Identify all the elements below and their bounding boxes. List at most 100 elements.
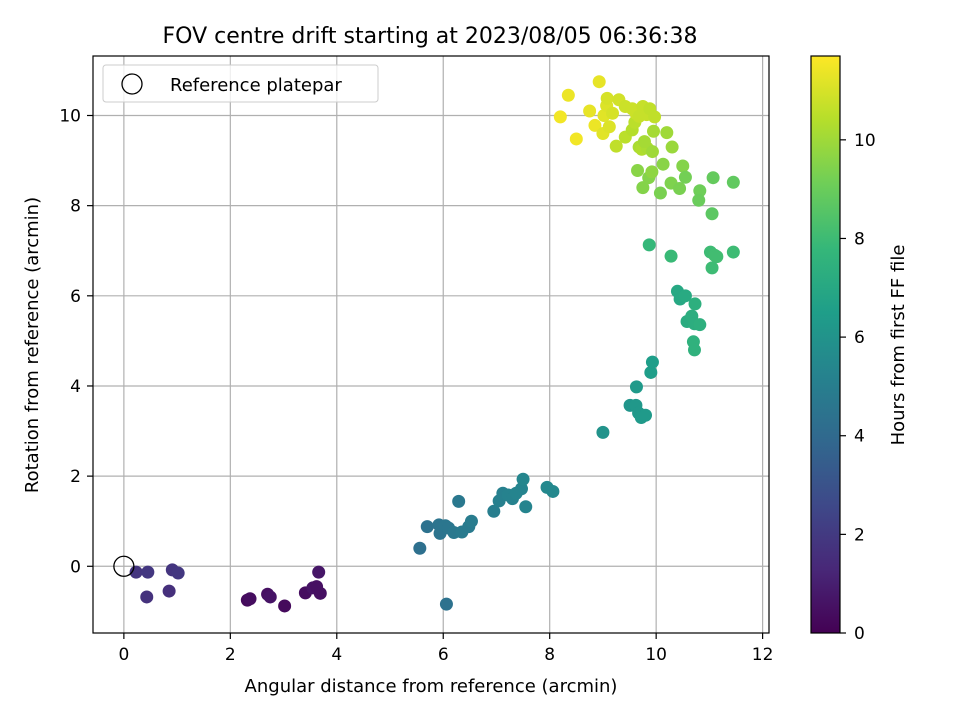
data-point [487, 504, 501, 518]
chart-title: FOV centre drift starting at 2023/08/05 … [163, 24, 698, 49]
y-tick-label: 2 [70, 467, 81, 487]
data-point [312, 565, 326, 579]
data-point [706, 171, 720, 185]
data-point [569, 132, 583, 146]
data-point [673, 182, 687, 196]
legend-entry-label: Reference platepar [170, 75, 342, 96]
data-point [439, 597, 453, 611]
y-tick-label: 8 [70, 197, 81, 217]
data-point [693, 318, 707, 332]
data-point [606, 106, 620, 120]
data-point [648, 110, 662, 124]
y-tick-label: 6 [70, 287, 81, 307]
data-point [710, 250, 724, 264]
data-point [645, 145, 659, 159]
y-tick-label: 0 [70, 557, 81, 577]
colorbar-tick-label: 0 [854, 624, 865, 644]
x-axis-label: Angular distance from reference (arcmin) [245, 676, 618, 697]
colorbar-label: Hours from first FF file [888, 245, 909, 446]
data-point [452, 494, 466, 508]
data-point [678, 170, 692, 184]
data-point [665, 140, 679, 154]
data-point [141, 565, 155, 579]
data-point [636, 181, 650, 195]
data-point [656, 157, 670, 171]
data-point [243, 592, 257, 606]
data-point [645, 355, 659, 369]
data-point [600, 91, 614, 105]
data-point [664, 249, 678, 263]
data-point [660, 126, 674, 140]
data-point [553, 110, 567, 124]
data-point [688, 297, 702, 311]
scatter-points [129, 75, 740, 613]
colorbar-tick-label: 4 [854, 427, 865, 447]
reference-marker [113, 555, 135, 577]
y-tick-label: 10 [59, 107, 81, 127]
data-point [678, 289, 692, 303]
data-point [171, 566, 185, 580]
data-point [413, 541, 427, 555]
data-point [596, 425, 610, 439]
x-tick-label: 8 [544, 645, 555, 665]
data-point [693, 184, 707, 198]
x-tick-label: 6 [438, 645, 449, 665]
data-point [646, 124, 660, 138]
data-point [561, 88, 575, 102]
data-point [516, 472, 530, 486]
data-point [278, 599, 292, 613]
x-tick-label: 10 [645, 645, 667, 665]
colorbar-tick-label: 6 [854, 328, 865, 348]
colorbar-tick-label: 8 [854, 229, 865, 249]
data-point [583, 104, 597, 118]
legend-box [102, 64, 379, 103]
data-point [162, 584, 176, 598]
data-point [519, 500, 533, 514]
data-point [644, 365, 658, 379]
data-point [705, 207, 719, 221]
reference-point [113, 555, 135, 577]
legend: Reference platepar [102, 64, 379, 103]
data-point [726, 245, 740, 259]
data-point [653, 186, 667, 200]
colorbar [810, 55, 841, 634]
data-point [676, 159, 690, 173]
y-axis-ticks: 0 2 4 6 8 10 [59, 107, 93, 577]
plot-frame [92, 55, 770, 634]
data-point [645, 165, 659, 179]
data-point [313, 586, 327, 600]
data-point [642, 238, 656, 252]
data-point [639, 408, 653, 422]
x-tick-label: 4 [331, 645, 342, 665]
data-point [631, 163, 645, 177]
x-tick-label: 0 [118, 645, 129, 665]
data-point [609, 139, 623, 153]
data-point [629, 380, 643, 394]
data-point [705, 261, 719, 275]
data-point [687, 343, 701, 357]
colorbar-tick-label: 2 [854, 525, 865, 545]
y-tick-label: 4 [70, 377, 81, 397]
x-axis-ticks: 0 2 4 6 8 10 12 [118, 633, 773, 665]
data-point [726, 175, 740, 189]
data-point [546, 484, 560, 498]
colorbar-ticks: 0 2 4 6 8 10 [840, 131, 876, 644]
colorbar-tick-label: 10 [854, 131, 876, 151]
data-point [588, 118, 602, 132]
grid-lines [93, 56, 769, 633]
y-axis-label: Rotation from reference (arcmin) [22, 197, 43, 493]
data-point [692, 193, 706, 207]
data-point [263, 590, 277, 604]
data-point [420, 520, 434, 534]
data-point [592, 75, 606, 89]
data-point [129, 565, 143, 579]
legend-hollow-circle-icon [121, 73, 143, 95]
data-point [464, 514, 478, 528]
data-point [637, 135, 651, 149]
x-tick-label: 2 [225, 645, 236, 665]
x-tick-label: 12 [752, 645, 774, 665]
data-point [140, 590, 154, 604]
data-point [602, 120, 616, 134]
